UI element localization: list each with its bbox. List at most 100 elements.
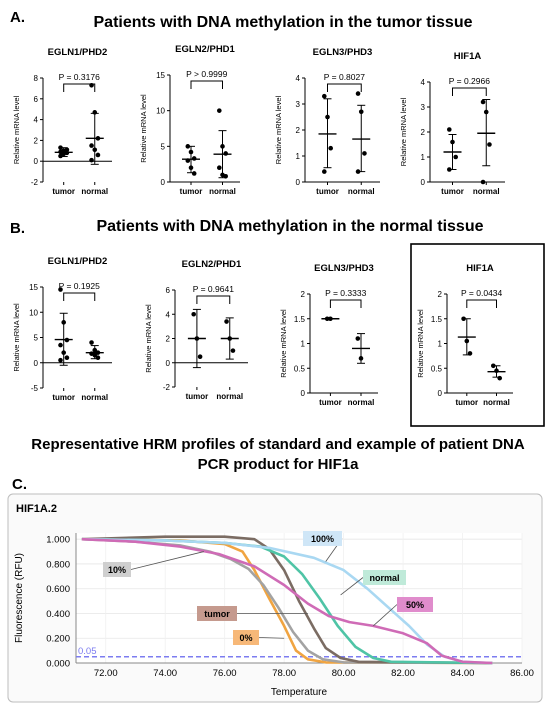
x-axis-label: Temperature [271,687,328,698]
significance-bracket [329,299,362,308]
panel-b-label: B. [10,220,25,237]
data-point [58,145,63,150]
data-point [191,156,197,161]
panel-c-title-line2: PCR product for HIF1a [198,456,359,473]
data-point [194,336,200,341]
panel-a-title: Patients with DNA methylation in the tum… [94,14,473,31]
data-point [322,169,327,174]
y-tick-label: -2 [31,178,39,187]
data-point [58,342,63,348]
callout-leader [373,604,398,627]
data-point [355,91,361,96]
callout-label: 10% [108,565,126,575]
data-point [61,350,66,355]
callout-box [397,597,433,612]
x-tick-label: tumor [186,392,209,401]
callout-box [303,531,342,546]
x-tick-label: normal [81,187,108,196]
y-tick-label: 4 [166,310,171,319]
y-tick-label: 2 [438,290,443,299]
p-value-label: P = 0.3176 [59,72,100,82]
data-point [89,157,94,163]
x-tick-label: 72.00 [94,668,118,679]
y-tick-label: 1.5 [294,315,306,324]
data-point [362,151,367,156]
x-tick-label: 74.00 [153,668,177,679]
data-point [64,337,70,343]
y-tick-label: -2 [163,383,171,392]
data-point [223,151,228,156]
y-tick-label: 2 [296,126,301,135]
data-point [61,320,66,325]
plot-title: EGLN2/PHD1 [175,44,235,55]
y-tick-label: 0.000 [46,659,70,670]
y-tick-label: 1.5 [431,315,443,324]
y-tick-label: 10 [156,107,165,116]
significance-bracket [452,87,487,96]
p-value-label: P > 0.9999 [186,69,227,79]
y-tick-label: 8 [34,74,39,83]
x-tick-label: tumor [441,187,464,196]
y-axis-label: Relative mRNA level [12,303,21,372]
y-tick-label: 1 [438,340,443,349]
x-tick-label: 76.00 [213,668,237,679]
data-point [95,355,101,361]
y-axis-label: Relative mRNA level [139,94,148,163]
data-point [480,179,486,185]
callout-label: 0% [239,633,252,643]
data-point [464,338,470,344]
plot-title: HIF1A [454,51,482,62]
hrm-chart: HIF1A.2 0.000 0.200 0.400 0.600 0.800 1.000 72.… [7,493,543,703]
y-tick-label: 6 [34,95,39,104]
data-point [89,143,94,148]
y-axis-label: Relative mRNA level [399,97,408,166]
significance-bracket [63,83,96,92]
y-tick-label: -5 [31,384,39,393]
dot-plots: EGLN1/PHD2 -2 0 2 4 6 8 Relative mRNA level tumo… [12,44,545,427]
y-axis-label: Relative mRNA level [274,95,283,164]
dot-plot-a3: EGLN3/PHD3 0 1 2 3 4 Relative mRNA level tumor n… [274,47,380,196]
x-tick-label: normal [473,187,500,196]
x-tick-label: normal [483,398,510,407]
y-tick-label: 2 [301,290,306,299]
x-tick-label: normal [348,187,375,196]
y-tick-label: 0.800 [46,559,70,570]
data-point [58,287,63,292]
data-point [185,144,191,149]
data-point [95,350,101,355]
data-point [197,354,203,359]
panel-a-label: A. [10,9,25,26]
x-tick-label: tumor [52,187,75,196]
data-point [92,347,98,353]
panel-c-title-line1: Representative HRM profiles of standard … [31,436,525,453]
y-tick-label: 0 [421,178,426,187]
data-point [358,109,364,115]
y-tick-label: 0 [161,178,166,187]
threshold-label: 0.05 [78,646,97,657]
data-point [95,152,101,158]
data-point [92,352,98,358]
curve-tumor [81,535,493,665]
highlight-box [410,243,545,427]
y-tick-label: 10 [29,308,38,317]
dot-plot-b2: EGLN2/PHD1 -2 0 2 4 6 Relative mRNA level tumor… [144,259,248,401]
p-value-label: P = 0.0434 [461,288,502,298]
plot-title: HIF1A [466,263,494,274]
data-point [355,336,361,341]
data-point [92,147,98,153]
y-tick-label: 5 [161,142,166,151]
data-point [461,316,466,322]
y-tick-label: 1.000 [46,535,70,546]
callout-leader [130,551,204,570]
plot-title: EGLN1/PHD2 [48,256,108,267]
data-point [185,158,191,163]
x-tick-label: tumor [319,398,342,407]
data-point [223,173,228,179]
significance-bracket [63,292,96,301]
y-axis-label: Fluorescence (RFU) [14,553,25,643]
y-tick-label: 4 [34,116,39,125]
data-point [467,351,473,356]
y-tick-label: 3 [296,100,301,109]
significance-bracket [196,295,231,304]
